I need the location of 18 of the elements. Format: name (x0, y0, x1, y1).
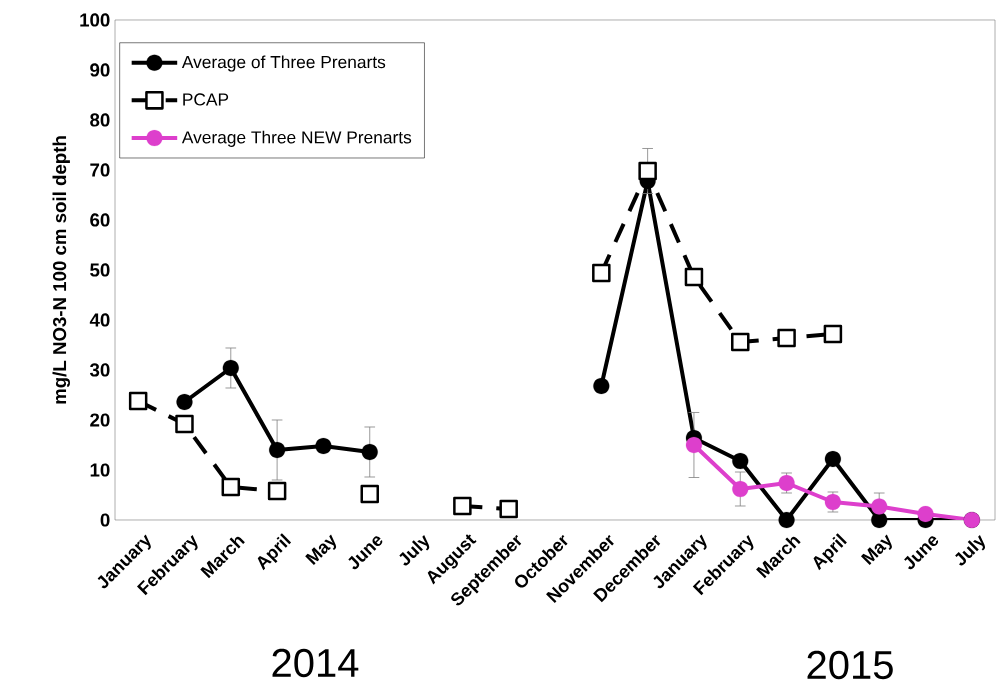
y-tick-label: 100 (80, 13, 110, 27)
y-tick-label: 0 (100, 513, 110, 527)
y-tick-label: 90 (90, 63, 110, 77)
legend-label: Average Three NEW Prenarts (181, 130, 412, 147)
x-tick-label: May (305, 534, 337, 565)
y-tick-label: 60 (90, 213, 110, 227)
text: 2014 (272, 648, 359, 678)
y-tick-label: 70 (90, 163, 110, 177)
y-tick-label: 10 (90, 463, 110, 477)
text: 2015 (807, 650, 893, 680)
y-axis-title: mg/L NO3-N 100 cm soil depth (52, 136, 70, 404)
y-tick-label: 20 (90, 413, 110, 427)
legend-label: Average of Three Prenarts (181, 55, 386, 72)
legend-label: PCAP (183, 93, 229, 106)
y-tick-label: 30 (89, 363, 110, 377)
y-tick-label: 50 (90, 263, 110, 277)
y-tick-label: 40 (89, 313, 110, 327)
y-tick-label: 80 (90, 113, 110, 127)
